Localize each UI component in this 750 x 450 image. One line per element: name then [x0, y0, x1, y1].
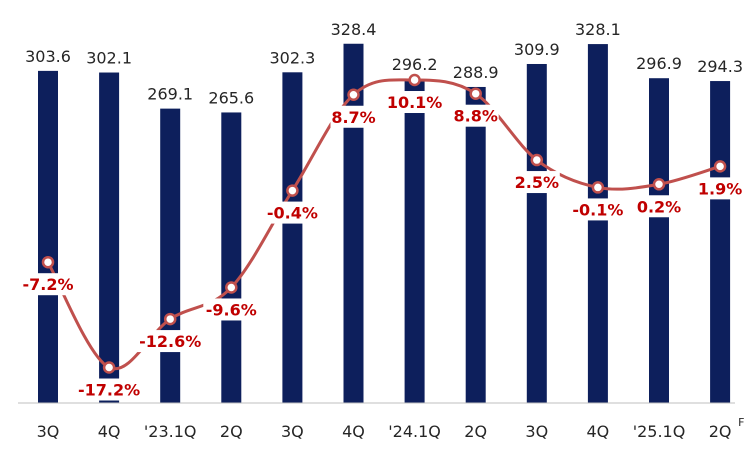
growth-rate-label: 2.5% — [515, 173, 559, 192]
x-tick-label: '25.1Q — [633, 422, 686, 441]
bar-value-label: 302.1 — [86, 49, 132, 68]
growth-rate-point — [163, 312, 177, 326]
growth-rate-series: -7.2% -17.2% -12.6% -9.6% -0.4% 8.7% 10.1% 8.8%… — [20, 73, 744, 401]
x-tick-label: '23.1Q — [144, 422, 197, 441]
growth-rate-label: 10.1% — [387, 93, 443, 112]
growth-rate-point — [347, 88, 360, 102]
x-tick-label: 2Q — [709, 422, 732, 441]
growth-rate-label: -12.6% — [139, 332, 201, 351]
bar-value-label: 296.2 — [392, 55, 438, 74]
x-tick-label: 3Q — [37, 422, 60, 441]
growth-rate-point — [469, 87, 482, 100]
bar-value-label: 328.4 — [331, 20, 377, 39]
x-axis-ticks: 3Q 4Q '23.1Q 2Q 3Q 4Q '24.1Q 2Q 3Q 4Q '25.1Q 2Q F — [37, 416, 745, 441]
x-tick-label: 4Q — [342, 422, 365, 441]
growth-rate-label-bg — [330, 105, 377, 128]
x-tick-label: 2Q — [464, 422, 487, 441]
growth-rate-label-bg — [513, 171, 560, 194]
growth-rate-label: -9.6% — [206, 300, 257, 319]
growth-rate-label: -0.4% — [267, 204, 318, 223]
bar — [38, 70, 58, 403]
bar-value-label: 328.1 — [575, 20, 621, 39]
bar-series — [38, 43, 731, 404]
growth-rate-point — [530, 153, 544, 167]
bar — [404, 78, 425, 403]
growth-rate-label-bg — [697, 177, 744, 200]
x-tick-label: 3Q — [525, 422, 548, 441]
bar — [465, 86, 486, 403]
growth-rate-point — [286, 184, 299, 197]
growth-rate-label-bg — [264, 201, 321, 224]
growth-rate-line — [46, 78, 721, 371]
growth-rate-label: -0.1% — [572, 200, 623, 219]
bar-value-label: 303.6 — [25, 47, 71, 66]
x-tick-label: 4Q — [98, 422, 121, 441]
bar — [343, 43, 364, 403]
growth-rate-label: -17.2% — [78, 381, 140, 400]
bar-value-label: 302.3 — [269, 48, 315, 67]
bar — [587, 44, 608, 403]
growth-rate-label: -7.2% — [22, 275, 73, 294]
growth-rate-point — [225, 281, 238, 294]
bar-value-label: 288.9 — [453, 63, 499, 82]
growth-rate-point — [591, 181, 605, 194]
growth-rate-point — [102, 361, 116, 374]
growth-rate-label: 8.7% — [331, 108, 375, 127]
bar — [221, 112, 242, 403]
bar — [160, 108, 181, 403]
x-tick-label: 2Q — [220, 422, 243, 441]
bar-value-label: 296.9 — [636, 54, 682, 73]
growth-rate-label: 8.8% — [454, 107, 498, 126]
growth-rate-label-bg — [76, 378, 143, 401]
bar-value-labels: 303.6 302.1 269.1 265.6 302.3 328.4 296.2 288.9… — [25, 20, 743, 108]
x-tick-superscript: F — [738, 416, 744, 429]
bar — [710, 81, 731, 403]
growth-rate-point — [713, 160, 727, 173]
x-tick-label: '24.1Q — [388, 422, 441, 441]
bar-value-label: 294.3 — [697, 57, 743, 76]
growth-rate-label-bg — [636, 195, 682, 218]
growth-rate-point — [408, 73, 421, 87]
bar-value-label: 265.6 — [208, 88, 254, 107]
x-tick-label: 3Q — [281, 422, 304, 441]
x-tick-label: 4Q — [587, 422, 610, 441]
growth-rate-label-bg — [386, 91, 443, 114]
growth-rate-label-bg — [452, 104, 499, 127]
bar — [649, 78, 669, 403]
bar — [282, 72, 303, 403]
growth-rate-point — [41, 255, 55, 269]
growth-rate-label: 1.9% — [698, 179, 742, 198]
growth-rate-label-bg — [137, 330, 204, 353]
bar-value-label: 309.9 — [514, 40, 560, 59]
bar — [526, 63, 547, 403]
growth-rate-label-bg — [569, 198, 626, 221]
growth-rate-point — [652, 178, 666, 191]
growth-rate-label: 0.2% — [637, 197, 681, 216]
growth-rate-label-bg — [203, 298, 260, 321]
growth-rate-label-bg — [20, 273, 76, 296]
bar — [99, 72, 120, 404]
bar-value-label: 269.1 — [147, 85, 193, 104]
